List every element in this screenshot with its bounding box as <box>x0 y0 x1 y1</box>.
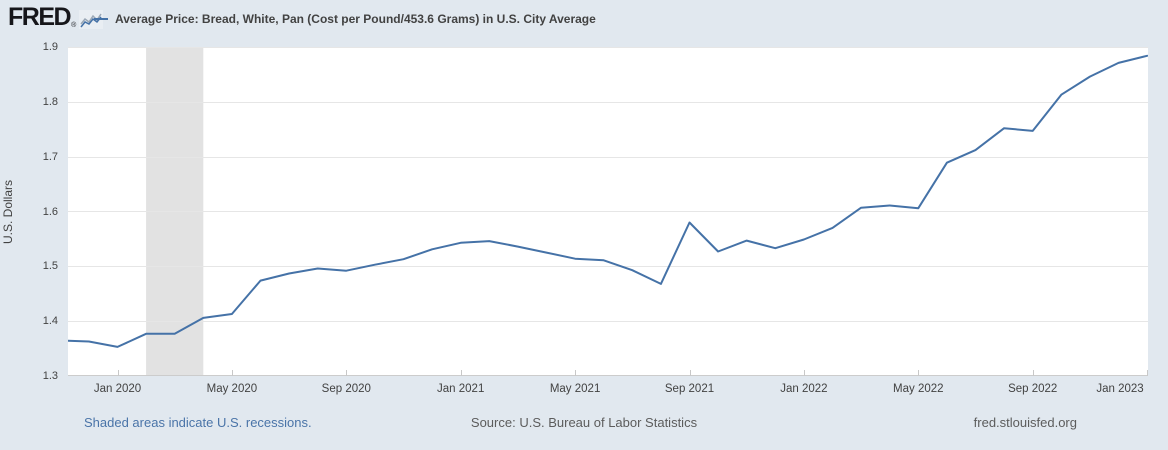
registered-trademark-mark: ® <box>71 22 77 29</box>
y-tick-label: 1.6 <box>42 205 58 218</box>
legend-line-marker <box>94 18 108 20</box>
plot-area[interactable] <box>68 47 1148 376</box>
fred-logo-text: FRED <box>8 3 72 31</box>
x-tick-label: Jan 2023 <box>1096 383 1144 395</box>
series-title: Average Price: Bread, White, Pan (Cost p… <box>115 12 596 26</box>
y-tick-label: 1.7 <box>42 150 58 163</box>
recession-note-link[interactable]: Shaded areas indicate U.S. recessions. <box>84 415 312 430</box>
chart-footer: Shaded areas indicate U.S. recessions. S… <box>0 415 1168 435</box>
x-tick-label: Jan 2020 <box>93 383 142 395</box>
fred-logo: FRED ® <box>8 3 104 31</box>
y-tick-label: 1.5 <box>42 260 58 273</box>
x-tick-label: Sep 2020 <box>321 383 371 395</box>
source-text: Source: U.S. Bureau of Labor Statistics <box>470 415 698 430</box>
y-tick-label: 1.9 <box>42 41 58 53</box>
x-tick-label: Jan 2021 <box>437 383 485 395</box>
y-tick-label: 1.3 <box>42 370 58 382</box>
price-line-chart <box>68 47 1148 376</box>
y-tick-label: 1.8 <box>42 95 58 108</box>
legend: Average Price: Bread, White, Pan (Cost p… <box>94 12 596 26</box>
x-tick-label: Jan 2022 <box>780 383 828 395</box>
x-tick-label: Sep 2022 <box>1008 383 1058 395</box>
x-tick-label: May 2022 <box>893 383 944 395</box>
fred-site-link[interactable]: fred.stlouisfed.org <box>973 415 1077 430</box>
y-tick-label: 1.4 <box>42 315 58 328</box>
x-tick-label: Sep 2021 <box>664 383 715 395</box>
data-series-line <box>68 54 1148 348</box>
x-tick-label: May 2021 <box>549 383 601 395</box>
chart-header: FRED ® Average Price: Bread, White, Pan … <box>0 0 1168 40</box>
x-tick-label: May 2020 <box>206 383 258 395</box>
